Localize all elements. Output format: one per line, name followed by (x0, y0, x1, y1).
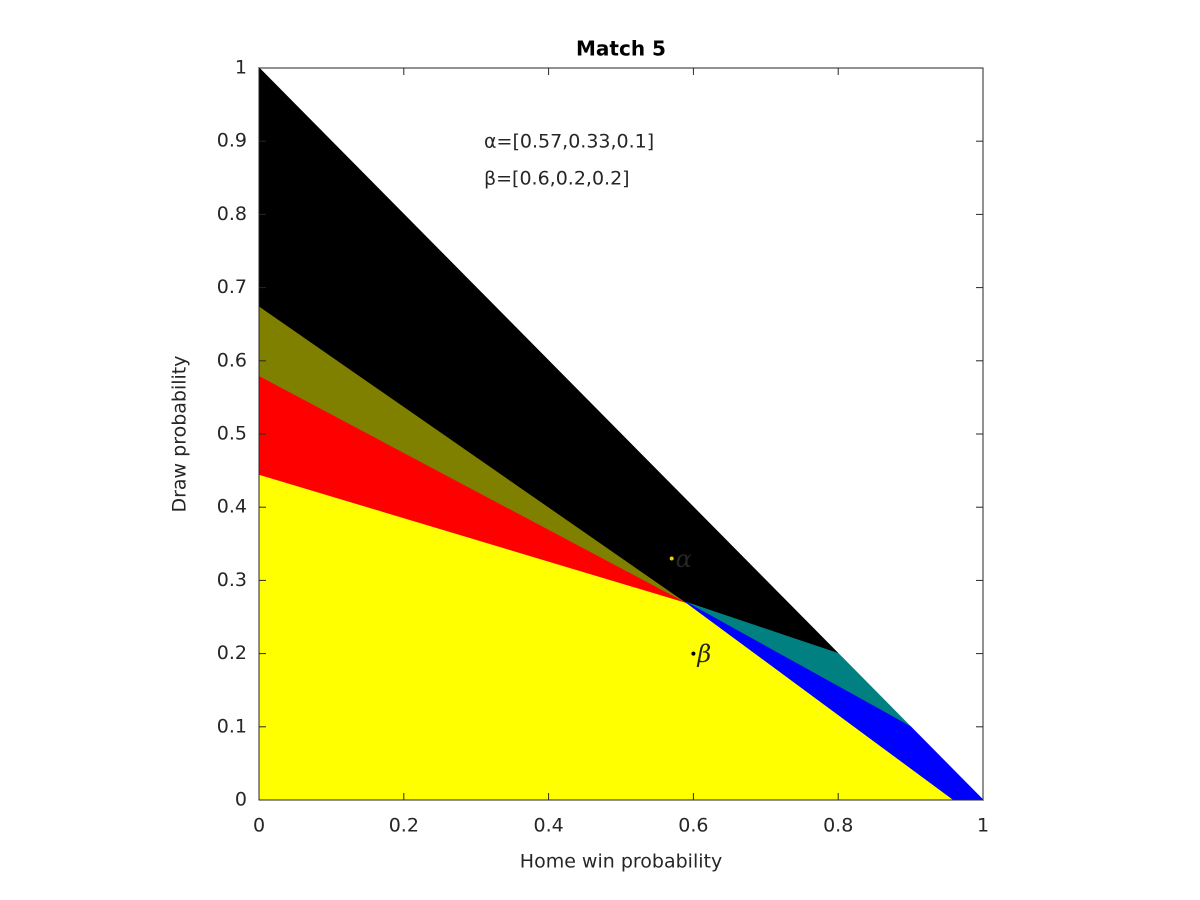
y-tick-label: 0.1 (217, 715, 247, 737)
point-label: β (696, 640, 711, 668)
y-tick-label: 0.7 (217, 276, 247, 298)
y-tick-label: 0.2 (217, 642, 247, 664)
x-tick-label: 0.6 (678, 815, 708, 837)
chart-title: Match 5 (576, 37, 666, 61)
y-tick-label: 1 (235, 57, 247, 79)
point (669, 556, 674, 561)
x-tick-label: 0.4 (533, 815, 563, 837)
y-tick-label: 0 (235, 789, 247, 811)
annotation: α=[0.57,0.33,0.1] (484, 131, 654, 153)
point (691, 651, 696, 656)
y-tick-label: 0.9 (217, 130, 247, 152)
x-tick-label: 0.8 (823, 815, 853, 837)
y-tick-label: 0.5 (217, 423, 247, 445)
annotation: β=[0.6,0.2,0.2] (484, 168, 630, 190)
y-tick-label: 0.8 (217, 203, 247, 225)
y-tick-label: 0.3 (217, 569, 247, 591)
x-tick-label: 0 (253, 815, 265, 837)
x-tick-label: 0.2 (389, 815, 419, 837)
point-label: α (676, 545, 692, 573)
x-tick-label: 1 (977, 815, 989, 837)
x-axis-label: Home win probability (520, 851, 722, 873)
y-tick-label: 0.4 (217, 496, 247, 518)
y-tick-label: 0.6 (217, 349, 247, 371)
y-axis-label: Draw probability (169, 355, 191, 512)
